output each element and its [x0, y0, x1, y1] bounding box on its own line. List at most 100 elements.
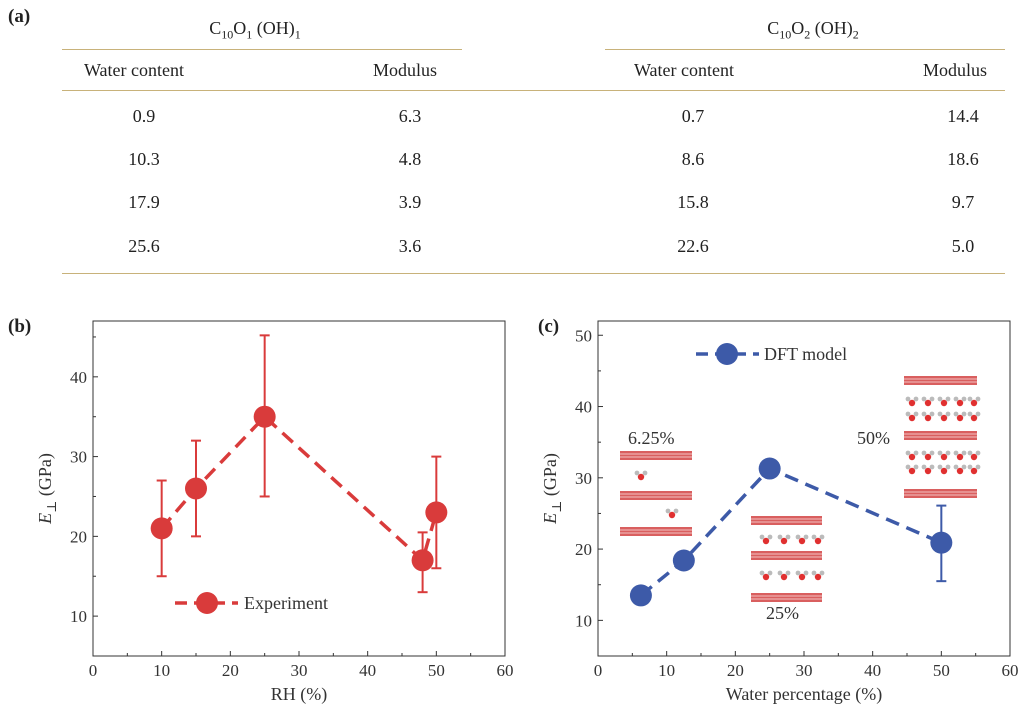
water-hydrogen [961, 411, 967, 417]
water-oxygen [956, 399, 964, 407]
water-hydrogen [767, 570, 773, 576]
water-oxygen [970, 399, 978, 407]
table-cell: 15.8 [677, 192, 709, 212]
water-hydrogen [953, 464, 959, 470]
water-oxygen [970, 414, 978, 422]
water-hydrogen [975, 396, 981, 402]
plot-frame [597, 320, 1011, 657]
water-hydrogen [819, 534, 825, 540]
data-point [672, 549, 695, 572]
water-hydrogen [945, 464, 951, 470]
water-oxygen [798, 537, 806, 545]
water-hydrogen [921, 464, 927, 470]
table-cell: 22.6 [677, 236, 709, 256]
table-bottom-rule [62, 273, 1005, 274]
x-tick-label: 50 [428, 661, 445, 680]
legend-marker [716, 343, 738, 365]
data-point [758, 457, 781, 480]
legend-marker [196, 592, 218, 614]
water-hydrogen [961, 464, 967, 470]
water-hydrogen [665, 508, 671, 514]
water-oxygen [762, 573, 770, 581]
panel-label-c: (c) [538, 316, 560, 337]
water-hydrogen [642, 470, 648, 476]
water-hydrogen [975, 450, 981, 456]
water-hydrogen [967, 411, 973, 417]
legend: Experiment [175, 592, 328, 614]
water-hydrogen [945, 411, 951, 417]
water-hydrogen [905, 396, 911, 402]
x-tick-label: 20 [727, 661, 744, 680]
graphene-layer [751, 516, 822, 525]
table-cell: 3.6 [398, 236, 422, 256]
water-hydrogen [913, 464, 919, 470]
y-tick-label: 30 [70, 448, 87, 467]
data-point [150, 517, 173, 540]
table-cell: 25.6 [128, 236, 160, 256]
water-hydrogen [929, 411, 935, 417]
water-oxygen [940, 399, 948, 407]
graphene-layer [904, 376, 977, 385]
experiment-chart: 0 10 20 30 40 50 60 10 20 30 40 RH (%) E⊥ (GPa) Exper… [35, 320, 514, 705]
water-hydrogen [945, 450, 951, 456]
series-line [639, 466, 943, 597]
water-hydrogen [785, 570, 791, 576]
water-hydrogen [921, 450, 927, 456]
y-tick-label: 30 [575, 469, 592, 488]
water-oxygen [908, 414, 916, 422]
y-tick-label: 20 [70, 527, 87, 546]
data-point [411, 549, 434, 572]
dft-chart: 0 10 20 30 40 50 60 10 20 30 40 50 Water percentage … [540, 320, 1019, 705]
water-oxygen [924, 414, 932, 422]
water-hydrogen [777, 534, 783, 540]
water-oxygen [956, 414, 964, 422]
legend: DFT model [696, 343, 847, 365]
graphene-layer [904, 489, 977, 498]
x-tick-label: 30 [796, 661, 813, 680]
table-cell: 14.4 [947, 106, 979, 126]
water-hydrogen [975, 411, 981, 417]
table-cell: 18.6 [947, 149, 979, 169]
water-oxygen [970, 453, 978, 461]
water-hydrogen [785, 534, 791, 540]
water-hydrogen [795, 570, 801, 576]
water-hydrogen [937, 411, 943, 417]
water-oxygen [956, 467, 964, 475]
y-tick-label: 10 [575, 611, 592, 630]
x-tick-label: 50 [933, 661, 950, 680]
water-hydrogen [937, 464, 943, 470]
water-hydrogen [967, 450, 973, 456]
table-cell: 6.3 [398, 106, 422, 126]
water-hydrogen [921, 411, 927, 417]
water-hydrogen [811, 534, 817, 540]
y-axis-label: E⊥ (GPa) [540, 453, 564, 525]
water-oxygen [908, 453, 916, 461]
legend-label: DFT model [764, 344, 847, 364]
water-oxygen [940, 414, 948, 422]
y-tick-label: 40 [70, 368, 87, 387]
water-hydrogen [759, 534, 765, 540]
water-hydrogen [975, 464, 981, 470]
table-header-rule [62, 90, 1005, 91]
x-tick-label: 0 [89, 661, 98, 680]
water-oxygen [924, 453, 932, 461]
graphene-layer [751, 551, 822, 560]
table-right-col-water: Water content [634, 60, 735, 80]
x-axis-label: RH (%) [271, 684, 328, 705]
x-tick-label: 20 [222, 661, 239, 680]
water-hydrogen [937, 396, 943, 402]
annotation-label: 6.25% [628, 428, 675, 448]
water-hydrogen [953, 411, 959, 417]
graphene-layer [904, 431, 977, 440]
x-tick-label: 60 [1002, 661, 1019, 680]
water-oxygen [940, 467, 948, 475]
x-tick-label: 40 [864, 661, 881, 680]
water-oxygen [762, 537, 770, 545]
graphene-layer [620, 451, 692, 460]
water-oxygen [956, 453, 964, 461]
water-oxygen [940, 453, 948, 461]
water-hydrogen [905, 450, 911, 456]
water-hydrogen [913, 411, 919, 417]
data-point [185, 477, 207, 500]
water-hydrogen [905, 411, 911, 417]
